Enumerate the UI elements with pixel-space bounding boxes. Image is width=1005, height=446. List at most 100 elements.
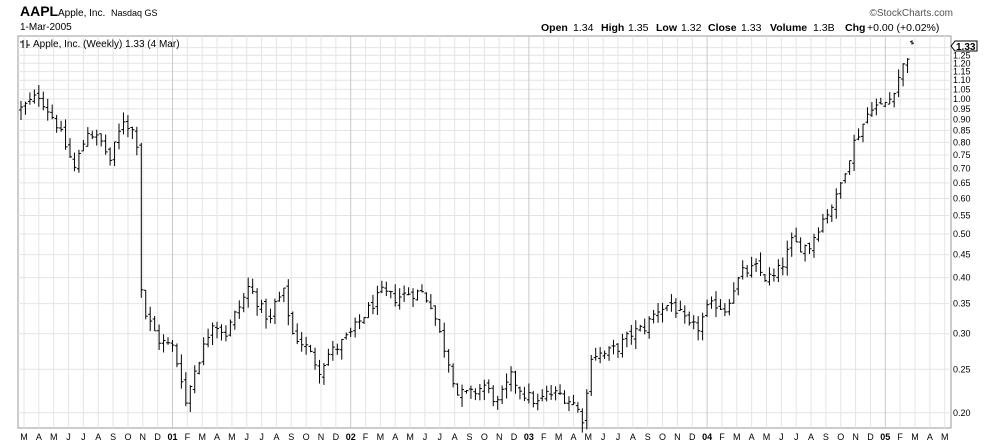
x-tick-label: J: [438, 432, 443, 442]
x-tick-label: D: [867, 432, 874, 442]
y-tick-label: 0.65: [953, 178, 971, 188]
ohlc-bar: [593, 347, 598, 361]
ohlc-bar: [544, 385, 549, 402]
ohlc-bar: [108, 147, 113, 166]
ohlc-bar: [366, 302, 371, 319]
ohlc-bar: [272, 298, 277, 325]
x-tick-label: 03: [524, 432, 534, 442]
grid-lines: [18, 36, 951, 428]
ohlc-bar: [295, 323, 300, 345]
ohlc-bar: [68, 138, 73, 158]
ohlc-bar: [148, 306, 153, 332]
ohlc-bar: [188, 385, 193, 413]
open-value: 1.34: [573, 22, 594, 34]
x-tick-label: F: [897, 432, 903, 442]
ohlc-bar: [785, 240, 790, 276]
ohlc-bar: [486, 379, 491, 394]
ohlc-bar: [803, 244, 808, 262]
x-tick-label: M: [228, 432, 236, 442]
ohlc-bar: [36, 85, 41, 107]
y-tick-label: 0.30: [953, 329, 971, 339]
ohlc-bar: [384, 281, 389, 297]
x-tick-label: 05: [880, 432, 890, 442]
ohlc-bar: [771, 268, 776, 282]
x-tick-label: M: [733, 432, 741, 442]
ohlc-bar: [718, 299, 723, 310]
ohlc-bar: [388, 290, 393, 299]
x-tick-label: F: [363, 432, 369, 442]
chg-label: Chg: [845, 22, 865, 34]
y-axis: 1.301.251.201.151.101.051.000.950.900.85…: [953, 43, 971, 418]
ohlc-bar: [402, 285, 407, 302]
ohlc-bar: [411, 288, 416, 308]
ohlc-bar: [41, 91, 46, 111]
ohlc-bar: [642, 318, 647, 335]
ohlc-bar: [820, 213, 825, 233]
ohlc-bar: [460, 384, 465, 407]
ohlc-bar: [767, 267, 772, 286]
ohlc-bar: [504, 373, 509, 399]
ohlc-bar: [321, 363, 326, 385]
ohlc-bar: [326, 348, 331, 366]
ohlc-bar: [696, 316, 701, 341]
ohlc-bar: [143, 289, 148, 320]
x-tick-label: S: [110, 432, 116, 442]
x-tick-label: J: [259, 432, 264, 442]
ohlc-bar: [335, 343, 340, 355]
x-tick-label: A: [452, 432, 458, 442]
ohlc-bar: [286, 279, 291, 326]
ohlc-bar: [892, 92, 897, 108]
ohlc-bar: [638, 324, 643, 332]
x-tick-label: A: [95, 432, 101, 442]
ohlc-bar: [847, 160, 852, 175]
ohlc-bar: [865, 107, 870, 124]
x-tick-label: A: [273, 432, 279, 442]
price-bars: [19, 40, 914, 433]
ohlc-bar: [250, 278, 255, 295]
y-tick-label: 0.45: [953, 250, 971, 260]
ohlc-bar: [415, 289, 420, 301]
ohlc-bar: [348, 327, 353, 337]
x-tick-label: O: [481, 432, 488, 442]
high-label: High: [601, 22, 624, 34]
x-tick-label: M: [585, 432, 593, 442]
ohlc-bar: [673, 298, 678, 318]
ohlc-bar: [241, 293, 246, 313]
ohlc-bar: [807, 242, 812, 254]
ohlc-bar: [602, 350, 607, 359]
current-price-tag: 1.33: [950, 40, 978, 53]
ohlc-bar: [700, 312, 705, 341]
ohlc-bar: [607, 346, 612, 361]
x-axis: M A M J J A S O N D 01 F M A M J J A S O N D 02 F M A M J J A S O N D 03 F M…: [20, 432, 948, 442]
x-tick-label: J: [779, 432, 784, 442]
ohlc-bar: [526, 383, 531, 404]
x-tick-label: N: [496, 432, 503, 442]
ohlc-bar: [589, 354, 594, 396]
x-tick-label: N: [140, 432, 147, 442]
ohlc-bar: [856, 128, 861, 141]
ohlc-bar: [27, 92, 32, 105]
y-tick-label: 0.35: [953, 299, 971, 309]
ohlc-bar: [762, 274, 767, 282]
ohlc-bar: [615, 343, 620, 358]
x-tick-label: A: [570, 432, 576, 442]
ohlc-bar: [94, 129, 99, 146]
x-tick-label: D: [511, 432, 518, 442]
ohlc-bar: [197, 361, 202, 375]
ohlc-summary: Open 1.34 High 1.35 Low 1.32 Close 1.33 …: [541, 22, 939, 34]
ohlc-bar: [633, 320, 638, 350]
low-value: 1.32: [681, 22, 702, 34]
ohlc-bar: [112, 141, 117, 167]
ohlc-bar: [691, 315, 696, 330]
ohlc-bar: [901, 63, 906, 87]
ohlc-bar: [161, 334, 166, 353]
ohlc-bar: [468, 385, 473, 399]
ohlc-bar: [81, 139, 86, 152]
ohlc-bar: [624, 331, 629, 348]
ohlc-bar: [482, 379, 487, 401]
ohlc-bar: [179, 354, 184, 389]
ohlc-bar: [130, 126, 135, 140]
ohlc-bar: [651, 309, 656, 324]
x-tick-label: A: [214, 432, 220, 442]
x-tick-label: 01: [167, 432, 177, 442]
